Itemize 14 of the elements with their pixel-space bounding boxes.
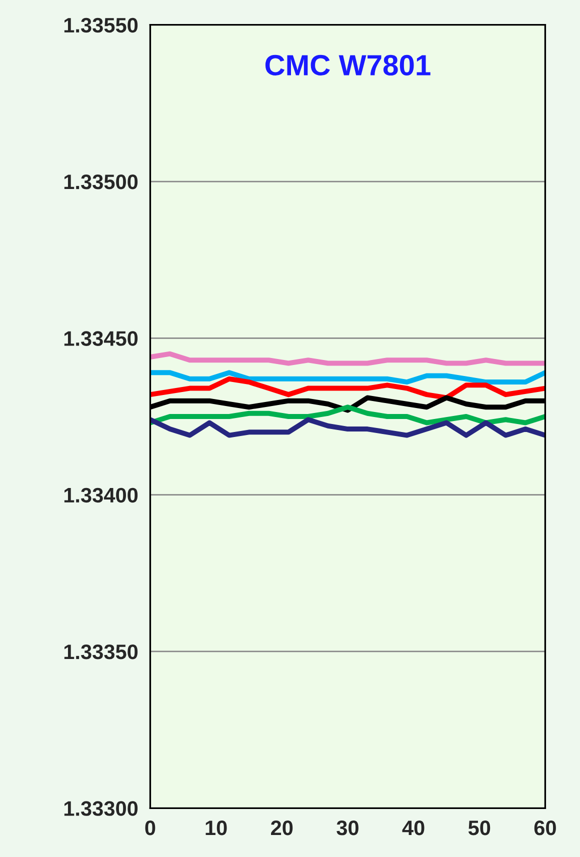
y-tick-label: 1.33450: [64, 331, 138, 346]
x-tick-label: 60: [534, 820, 556, 836]
x-tick-label: 10: [206, 820, 227, 836]
y-tick-label: 1.33400: [64, 488, 138, 503]
text: CMC W7801: [265, 54, 430, 76]
x-tick-label: 50: [468, 820, 490, 836]
y-tick-label: 1.33550: [64, 18, 138, 33]
x-tick-label: 40: [402, 820, 424, 836]
y-tick-label: 1.33350: [64, 644, 138, 660]
x-tick-label: 30: [336, 820, 358, 836]
x-tick-label: 0: [145, 820, 156, 836]
x-tick-label: 20: [271, 820, 293, 836]
y-tick-label: 1.33300: [64, 801, 138, 816]
y-tick-label: 1.33500: [64, 174, 138, 190]
